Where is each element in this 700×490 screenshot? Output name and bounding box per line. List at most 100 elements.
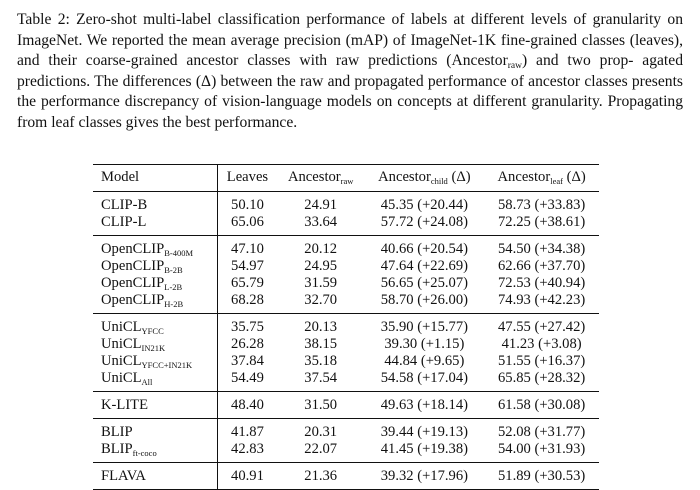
- model-name: UniCLYFCC: [93, 313, 218, 336]
- ancestor-child-value: 39.32 (+17.96): [364, 462, 485, 490]
- model-name: CLIP-L: [93, 214, 218, 236]
- ancestor-leaf-value: 72.53 (+40.94): [497, 275, 586, 291]
- caption-line-3-sub: raw: [507, 61, 523, 71]
- ancestor-raw-value: 31.50: [276, 391, 365, 419]
- ancestor-child-value: 45.35 (+20.44): [364, 191, 485, 214]
- ancestor-child-value: 58.70 (+26.00): [380, 292, 468, 308]
- table-row: OpenCLIPH-2B 68.28 32.70 58.70 (+26.00) …: [93, 292, 599, 314]
- model-name: OpenCLIPB-400M: [93, 235, 218, 258]
- ancestor-raw-value: 22.07: [304, 441, 338, 457]
- leaves-value: 54.49: [231, 370, 264, 386]
- ancestor-leaf-value: 61.58 (+30.08): [484, 391, 599, 419]
- ancestor-raw-value: 24.95: [304, 258, 338, 274]
- leaves-value: 47.10: [217, 235, 277, 258]
- ancestor-child-value: 39.30 (+1.15): [384, 336, 465, 352]
- table-row: BLIP 41.87 20.31 39.44 (+19.13) 52.08 (+…: [93, 418, 599, 441]
- ancestor-leaf-value: 51.89 (+30.53): [484, 462, 599, 490]
- leaves-value: 35.75: [217, 313, 277, 336]
- ancestor-raw-value: 38.15: [304, 336, 338, 352]
- caption-line-3b: ) and two prop-: [522, 52, 634, 69]
- ancestor-raw-value: 31.59: [304, 275, 338, 291]
- ancestor-raw-value: 20.31: [276, 418, 365, 441]
- ancestor-child-value: 47.64 (+22.69): [380, 258, 468, 274]
- table-row: BLIPft-coco 42.83 22.07 41.45 (+19.38) 5…: [93, 441, 599, 463]
- ancestor-leaf-value: 54.50 (+34.38): [484, 235, 599, 258]
- header-ancestor-child: Ancestorchild (Δ): [364, 164, 485, 192]
- caption-line-1: Table 2: Zero-shot multi-label classific…: [17, 11, 662, 28]
- table-row: UniCLAll 54.49 37.54 54.58 (+17.04) 65.8…: [93, 370, 599, 392]
- ancestor-child-value: 56.65 (+25.07): [380, 275, 468, 291]
- model-name: OpenCLIPL-2B: [93, 275, 218, 292]
- caption-line-4: agated predictions. The differences (Δ) …: [17, 52, 683, 90]
- leaves-value: 42.83: [231, 441, 264, 457]
- model-name: K-LITE: [93, 391, 218, 419]
- ancestor-raw-value: 33.64: [304, 214, 338, 230]
- leaves-value: 26.28: [231, 336, 264, 352]
- ancestor-leaf-value: 74.93 (+42.23): [497, 292, 586, 308]
- ancestor-raw-value: 32.70: [304, 292, 338, 308]
- leaves-value: 37.84: [231, 353, 264, 369]
- table-row: OpenCLIPB-400M 47.10 20.12 40.66 (+20.54…: [93, 235, 599, 258]
- leaves-value: 65.79: [231, 275, 264, 291]
- table-caption: Table 2: Zero-shot multi-label classific…: [17, 10, 683, 133]
- table-row: CLIP-B 50.10 24.91 45.35 (+20.44) 58.73 …: [93, 191, 599, 214]
- table-row: OpenCLIPB-2B 54.97 24.95 47.64 (+22.69) …: [93, 258, 599, 275]
- table-row: K-LITE 48.40 31.50 49.63 (+18.14) 61.58 …: [93, 391, 599, 419]
- ancestor-raw-value: 20.13: [276, 313, 365, 336]
- ancestor-leaf-value: 41.23 (+3.08): [501, 336, 582, 352]
- ancestor-leaf-value: 62.66 (+37.70): [497, 258, 586, 274]
- ancestor-leaf-value: 54.00 (+31.93): [497, 441, 586, 457]
- ancestor-raw-value: 35.18: [304, 353, 338, 369]
- caption-line-3a: (leaves), and their coarse-grained ances…: [17, 31, 683, 70]
- table-row: OpenCLIPL-2B 65.79 31.59 56.65 (+25.07) …: [93, 275, 599, 292]
- leaves-value: 40.91: [217, 462, 277, 490]
- model-name: BLIPft-coco: [93, 441, 218, 463]
- header-model: Model: [93, 164, 218, 192]
- ancestor-child-value: 49.63 (+18.14): [364, 391, 485, 419]
- ancestor-leaf-value: 72.25 (+38.61): [497, 214, 586, 230]
- leaves-value: 41.87: [217, 418, 277, 441]
- ancestor-raw-value: 24.91: [276, 191, 365, 214]
- results-table: Model Leaves Ancestorraw Ancestorchild (…: [93, 164, 599, 490]
- ancestor-child-value: 39.44 (+19.13): [364, 418, 485, 441]
- leaves-value: 68.28: [231, 292, 264, 308]
- ancestor-child-value: 57.72 (+24.08): [380, 214, 468, 230]
- ancestor-child-value: 35.90 (+15.77): [364, 313, 485, 336]
- leaves-value: 48.40: [217, 391, 277, 419]
- model-name: CLIP-B: [93, 191, 218, 214]
- model-name: OpenCLIPH-2B: [93, 292, 218, 314]
- ancestor-raw-value: 20.12: [276, 235, 365, 258]
- model-name: BLIP: [93, 418, 218, 441]
- ancestor-child-value: 54.58 (+17.04): [380, 370, 468, 386]
- table-row: CLIP-L 65.06 33.64 57.72 (+24.08) 72.25 …: [93, 214, 599, 236]
- table-row: UniCLYFCC 35.75 20.13 35.90 (+15.77) 47.…: [93, 313, 599, 336]
- ancestor-raw-value: 37.54: [304, 370, 338, 386]
- leaves-value: 50.10: [217, 191, 277, 214]
- ancestor-child-value: 41.45 (+19.38): [380, 441, 468, 457]
- ancestor-child-value: 40.66 (+20.54): [364, 235, 485, 258]
- leaves-value: 65.06: [231, 214, 264, 230]
- ancestor-child-value: 44.84 (+9.65): [384, 353, 465, 369]
- table-row: FLAVA 40.91 21.36 39.32 (+17.96) 51.89 (…: [93, 462, 599, 490]
- ancestor-leaf-value: 58.73 (+33.83): [484, 191, 599, 214]
- ancestor-leaf-value: 65.85 (+28.32): [497, 370, 586, 386]
- header-leaves: Leaves: [217, 164, 277, 192]
- header-ancestor-raw: Ancestorraw: [276, 164, 365, 192]
- model-name: FLAVA: [93, 462, 218, 490]
- model-name: UniCLIN21K: [93, 336, 218, 353]
- model-name: UniCLYFCC+IN21K: [93, 353, 218, 370]
- table-row: UniCLYFCC+IN21K 37.84 35.18 44.84 (+9.65…: [93, 353, 599, 370]
- caption-line-5: classes presents the performance discrep…: [17, 72, 683, 111]
- table-header-row: Model Leaves Ancestorraw Ancestorchild (…: [93, 164, 599, 192]
- ancestor-raw-value: 21.36: [276, 462, 365, 490]
- caption-line-6: granularity. Propagating from leaf class…: [17, 93, 683, 131]
- model-name: UniCLAll: [93, 370, 218, 392]
- ancestor-leaf-value: 52.08 (+31.77): [484, 418, 599, 441]
- caption-line-2: on ImageNet. We reported the mean averag…: [17, 11, 683, 49]
- ancestor-leaf-value: 47.55 (+27.42): [484, 313, 599, 336]
- ancestor-leaf-value: 51.55 (+16.37): [497, 353, 586, 369]
- model-name: OpenCLIPB-2B: [93, 258, 218, 275]
- table-row: UniCLIN21K 26.28 38.15 39.30 (+1.15) 41.…: [93, 336, 599, 353]
- leaves-value: 54.97: [231, 258, 264, 274]
- header-ancestor-leaf: Ancestorleaf (Δ): [484, 164, 599, 192]
